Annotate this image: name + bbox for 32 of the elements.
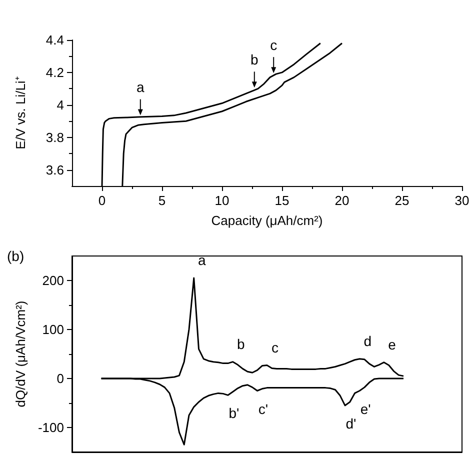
y-tick-label: 4.2 <box>46 64 64 80</box>
chart-title: (b) <box>7 248 24 264</box>
y-tick-label: 4.4 <box>46 32 64 48</box>
data-label: e <box>388 336 396 352</box>
x-tick-label: 25 <box>394 193 410 208</box>
data-label: c <box>272 339 278 356</box>
annotation: a <box>136 79 144 96</box>
x-axis-title: Capacity (μAh/cm²) <box>211 213 323 228</box>
data-label: c' <box>258 400 268 417</box>
x-tick-label: 20 <box>334 193 350 208</box>
data-label: b' <box>228 405 240 422</box>
x-tick-label: 15 <box>274 193 290 208</box>
data-label: d <box>364 332 372 349</box>
y-tick-label: 4 <box>56 97 64 112</box>
data-label: a <box>198 252 206 268</box>
data-label: e' <box>360 400 371 417</box>
annotation: c <box>270 37 278 54</box>
data-label: d' <box>346 415 356 432</box>
x-tick-label: 10 <box>214 193 230 208</box>
y-tick-label: 3.8 <box>46 130 64 145</box>
y-tick-label: -100 <box>38 420 64 435</box>
y-tick-label: 3.6 <box>46 162 64 178</box>
data-label: b <box>236 336 245 352</box>
x-tick-label: 30 <box>454 193 470 208</box>
y-tick-label: 200 <box>42 273 64 288</box>
x-tick-label: 0 <box>98 193 106 208</box>
annotation: b <box>250 52 258 68</box>
y-tick-label: 100 <box>42 322 64 337</box>
y-axis-title: E/V vs. Li/Li⁺ <box>13 76 28 150</box>
y-axis-title: dQ/dV (μAh/Vcm²) <box>13 300 28 408</box>
y-tick-label: 0 <box>56 371 64 386</box>
x-tick-label: 5 <box>158 193 166 208</box>
